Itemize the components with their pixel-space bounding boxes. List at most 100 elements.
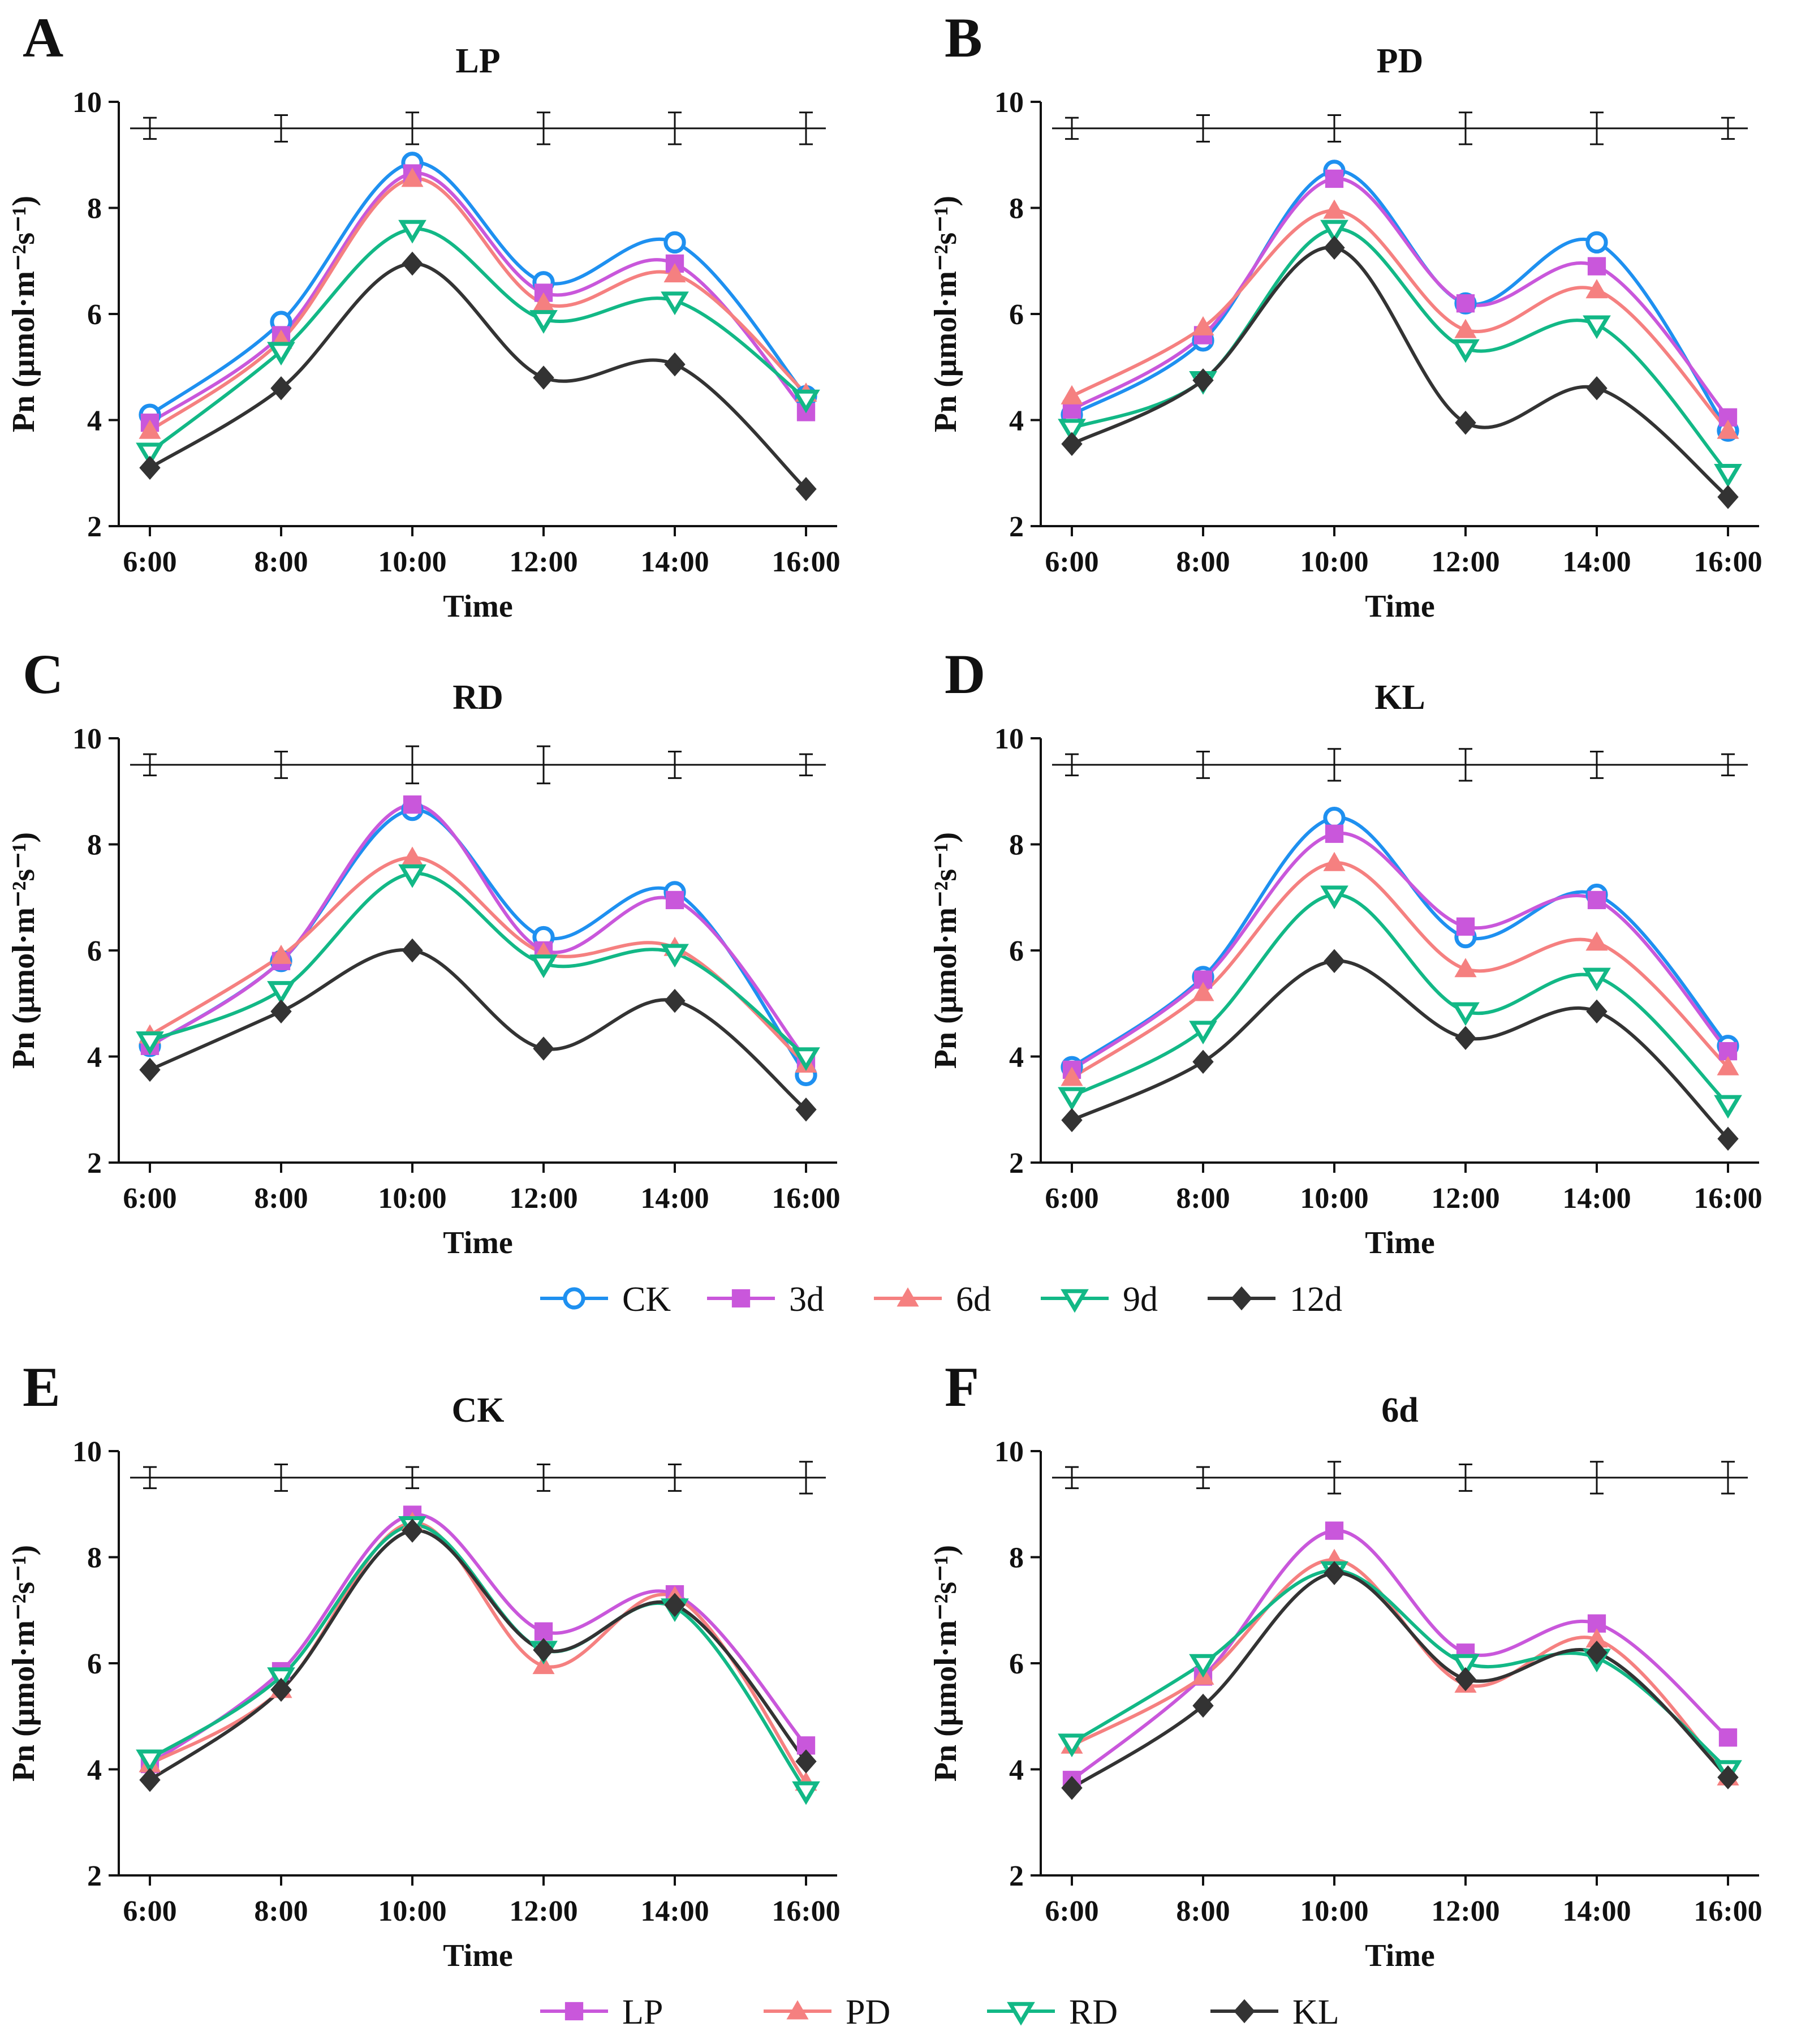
x-tick-label: 10:00 [378,1895,446,1927]
data-point-9d [1583,315,1611,339]
y-tick-label: 4 [1009,405,1024,437]
y-axis-title: Pn (μmol·m⁻²s⁻¹) [928,832,963,1069]
data-point-12d [664,988,686,1013]
data-point-lp [1718,1728,1738,1747]
data-point-12d [139,455,161,480]
series-layer [136,795,820,1122]
series-layer [1058,1521,1742,1800]
y-tick-label: 10 [72,723,102,755]
data-point-ck [1323,806,1346,829]
data-point-kl [533,1638,554,1662]
y-tick-label: 4 [87,1042,102,1074]
x-tick-label: 12:00 [509,546,578,578]
y-axis-title: Pn (μmol·m⁻²s⁻¹) [928,196,963,432]
x-tick-label: 8:00 [1176,1182,1230,1215]
legend-item-12d: 12d [1208,1280,1342,1319]
data-point-ck [663,231,686,254]
series-layer [1058,806,1742,1151]
data-point-9d [1583,967,1611,992]
panel-letter: D [945,643,985,705]
data-point-9d [1320,220,1348,244]
y-tick-label: 10 [994,87,1024,119]
y-tick-label: 8 [1009,1542,1024,1574]
series-line-rd [1071,1568,1729,1771]
data-point-9d [136,442,164,467]
legend-marker [731,1289,751,1308]
data-point-9d [529,954,558,978]
x-tick-label: 6:00 [123,1182,176,1215]
data-point-kl [139,1768,161,1792]
data-point-9d [1714,464,1742,488]
x-tick-label: 10:00 [378,1182,446,1215]
data-point-ck [1585,231,1608,254]
y-axis-title: Pn (μmol·m⁻²s⁻¹) [6,832,41,1069]
data-point-9d [1451,339,1480,363]
legend-label: LP [622,1993,663,2032]
legend-item-lp: LP [540,1993,663,2032]
panel-title: 6d [1381,1391,1418,1430]
legend-label: 12d [1290,1280,1342,1319]
data-point-kl [1717,1765,1739,1789]
panel-b: B PD 2 4 6 8 10 6:00 8:00 10:00 12:00 14:00 16:00 Tim… [928,6,1762,624]
data-point-6d [139,419,161,439]
legend-label: 3d [789,1280,824,1319]
x-axis-title: Time [1365,1938,1434,1973]
data-point-6d [401,167,424,187]
x-axis-title: Time [443,1938,512,1973]
legend-item-3d: 3d [707,1280,824,1319]
data-point-12d [533,365,554,390]
data-point-12d [1324,949,1345,973]
y-axis-title: Pn (μmol·m⁻²s⁻¹) [928,1545,963,1781]
legend-item-rd: RD [987,1993,1118,2032]
panel-letter: F [945,1356,979,1418]
x-tick-label: 14:00 [1562,1182,1631,1215]
data-point-6d [270,944,292,964]
series-line-pd [1071,1558,1730,1779]
data-point-3d [1456,294,1475,313]
x-tick-label: 12:00 [1431,546,1499,578]
data-point-6d [1061,1066,1083,1086]
series-line-ck [1071,169,1730,432]
data-point-12d [795,477,817,501]
data-point-pd [1585,1628,1608,1648]
x-tick-label: 8:00 [1176,1895,1230,1927]
y-tick-label: 4 [87,1754,102,1787]
series-line-9d [149,227,807,454]
y-tick-label: 6 [87,299,102,331]
data-point-lp [534,1622,553,1641]
data-point-9d [398,220,426,244]
panel-f: F 6d 2 4 6 8 10 6:00 8:00 10:00 12:00 14:00 16:00 Tim… [928,1356,1762,1973]
data-point-rd [1058,1733,1086,1758]
panel-e: E CK 2 4 6 8 10 6:00 8:00 10:00 12:00 14:00 16:00 Tim… [6,1356,841,1973]
x-tick-label: 16:00 [1693,1895,1762,1927]
x-tick-label: 14:00 [1562,1895,1631,1927]
data-point-6d [1717,419,1739,439]
x-tick-label: 6:00 [1045,1182,1098,1215]
legend-treat: CK 3d 6d 9d 12d [540,1280,1342,1319]
y-tick-label: 8 [87,829,102,862]
data-point-3d [1325,169,1344,188]
data-point-6d [532,292,555,312]
x-tick-label: 6:00 [123,546,176,578]
y-tick-label: 8 [87,1542,102,1574]
data-point-12d [1324,235,1345,260]
data-point-12d [139,1057,161,1082]
data-point-6d [401,846,424,866]
y-tick-label: 10 [72,87,102,119]
data-point-9d [792,1047,820,1072]
data-point-6d [1192,982,1214,1001]
data-point-9d [267,981,295,1005]
x-tick-label: 6:00 [1045,546,1098,578]
legend-marker [1007,2002,1035,2026]
panel-title: KL [1374,678,1425,717]
x-axis-title: Time [1365,1225,1434,1260]
legend-item-kl: KL [1210,1993,1339,2032]
data-point-12d [402,251,423,276]
data-point-3d [1325,824,1344,843]
data-point-6d [1454,958,1477,978]
legend-item-9d: 9d [1041,1280,1158,1319]
x-tick-label: 16:00 [1693,1182,1762,1215]
data-point-12d [270,999,292,1024]
x-tick-label: 8:00 [254,546,308,578]
data-point-12d [795,1098,817,1122]
